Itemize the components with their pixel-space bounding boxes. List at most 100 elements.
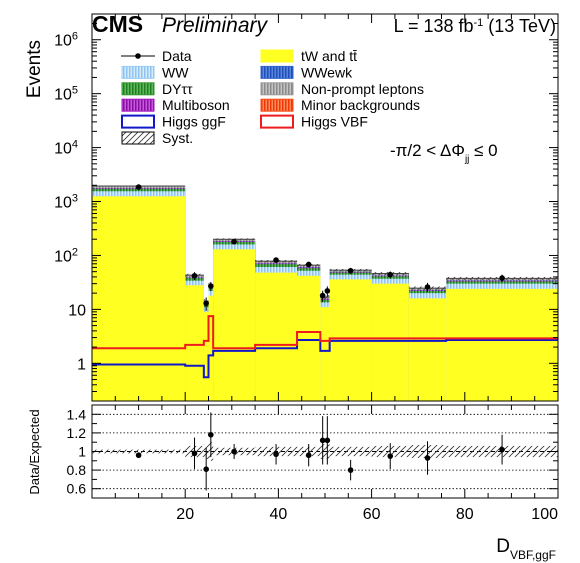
legend-label: DYττ bbox=[162, 81, 193, 97]
bar-top-bin-2 bbox=[203, 311, 209, 401]
data-point-4 bbox=[231, 238, 237, 245]
bar-top-bin-8 bbox=[325, 307, 330, 401]
legend-label: Non-prompt leptons bbox=[301, 81, 424, 97]
ratio-points bbox=[135, 412, 505, 491]
ratio-point-8 bbox=[324, 437, 331, 444]
ratio-syst-bin-9 bbox=[329, 446, 372, 457]
x-axis-title-sub: VBF,ggF bbox=[510, 548, 556, 562]
bar-top-bin-7 bbox=[320, 307, 325, 401]
legend-swatch-dytt bbox=[121, 82, 155, 96]
bar-top-bin-1 bbox=[185, 285, 204, 401]
lumi-suffix: (13 TeV) bbox=[483, 16, 556, 36]
data-point-2 bbox=[203, 300, 209, 307]
signal-lines bbox=[92, 315, 558, 379]
ratio-syst-band bbox=[92, 442, 558, 461]
main-y-tick-exp: 2 bbox=[72, 246, 78, 258]
main-y-tick-base: 1 bbox=[77, 356, 86, 373]
legend-swatch-minor bbox=[260, 98, 294, 112]
region-annotation-sub: jj bbox=[464, 154, 469, 165]
main-y-tick-label-4: 104 bbox=[54, 139, 78, 158]
lumi-label: L = 138 fb-1 (13 TeV) bbox=[394, 16, 556, 36]
bar-top-bin-12 bbox=[446, 288, 558, 401]
main-y-tick-exp: 5 bbox=[72, 85, 78, 97]
bar-top-bin-6 bbox=[297, 275, 321, 401]
legend-swatch-ww bbox=[121, 65, 155, 79]
main-y-tick-base: 10 bbox=[54, 141, 72, 158]
ratio-x-tick-label-4: 100 bbox=[531, 506, 558, 523]
cms-label: CMS bbox=[92, 11, 143, 37]
main-y-tick-label-3: 103 bbox=[54, 193, 78, 212]
legend-swatch-wwewk bbox=[260, 65, 294, 79]
region-annotation-tail: ≤ 0 bbox=[469, 141, 497, 160]
main-y-axis-title: Events bbox=[24, 40, 45, 98]
bar-top-bin-11 bbox=[408, 298, 447, 401]
legend-swatch-top bbox=[260, 49, 294, 63]
ratio-x-tick-label-2: 60 bbox=[363, 506, 381, 523]
signal-line-higgs_vbf bbox=[92, 315, 558, 350]
x-axis-title-main: D bbox=[496, 536, 510, 557]
data-point-3 bbox=[208, 283, 214, 289]
legend-swatch-nonprompt bbox=[260, 82, 294, 96]
main-y-tick-label-6: 106 bbox=[54, 31, 78, 50]
legend-entry-left-2: DYττ bbox=[121, 81, 193, 97]
region-annotation: -π/2 < ΔΦjj ≤ 0 bbox=[390, 141, 498, 165]
legend-entry-left-1: WW bbox=[121, 64, 189, 80]
region-annotation-main: -π/2 < ΔΦ bbox=[390, 141, 465, 160]
data-point-9 bbox=[347, 267, 354, 274]
legend-entry-left-3: Multiboson bbox=[121, 97, 230, 113]
main-y-tick-base: 10 bbox=[68, 302, 86, 319]
main-y-tick-base: 10 bbox=[54, 33, 72, 50]
legend-swatch-higgs_ggf bbox=[121, 114, 155, 129]
bar-top-bin-4 bbox=[213, 249, 256, 401]
data-point-12 bbox=[499, 275, 505, 281]
legend-entry-right-4: Higgs VBF bbox=[260, 114, 368, 130]
legend-label: Higgs VBF bbox=[301, 114, 368, 130]
legend-entry-right-0: tW and tt̄ bbox=[260, 48, 357, 64]
legend-entry-right-3: Minor backgrounds bbox=[260, 97, 420, 113]
data-point-1 bbox=[191, 272, 198, 279]
main-y-tick-exp: 4 bbox=[72, 139, 78, 151]
legend-swatch-multiboson bbox=[121, 98, 155, 112]
ratio-syst-bin-0 bbox=[92, 449, 186, 454]
ratio-y-axis-title: Data/Expected bbox=[27, 409, 42, 494]
ratio-point-10 bbox=[387, 453, 394, 459]
legend-label: Higgs ggF bbox=[162, 114, 226, 130]
ratio-point-12 bbox=[499, 446, 505, 453]
data-point-11 bbox=[424, 284, 431, 290]
ratio-point-0 bbox=[135, 452, 142, 459]
main-y-tick-label-2: 102 bbox=[54, 246, 78, 265]
ratio-point-5 bbox=[273, 451, 279, 458]
ratio-x-tick-label-0: 20 bbox=[176, 506, 194, 523]
legend-entry-right-1: WWewk bbox=[260, 64, 353, 80]
legend-label: WWewk bbox=[301, 64, 353, 80]
legend-label: Syst. bbox=[162, 130, 193, 146]
ratio-point-7 bbox=[319, 437, 326, 444]
data-point-5 bbox=[273, 257, 279, 263]
ratio-y-axis: 0.6 0.8 1 1.2 1.4 bbox=[67, 404, 558, 499]
main-y-tick-base: 10 bbox=[54, 248, 72, 265]
data-point-7 bbox=[319, 292, 326, 299]
ratio-point-1 bbox=[191, 450, 198, 457]
bar-top-bin-0 bbox=[92, 196, 186, 401]
main-y-tick-base: 10 bbox=[54, 195, 72, 212]
signal-line-higgs_ggf bbox=[92, 339, 558, 379]
data-point-6 bbox=[305, 261, 312, 268]
main-y-tick-label-0: 1 bbox=[77, 356, 86, 373]
ratio-y-tick-label-1: 0.8 bbox=[67, 462, 87, 478]
legend-entry-right-2: Non-prompt leptons bbox=[260, 81, 424, 97]
lumi-prefix: L = 138 fb bbox=[394, 16, 474, 36]
legend-label: Minor backgrounds bbox=[301, 97, 420, 113]
data-point-10 bbox=[387, 271, 394, 278]
legend-entry-left-5: Syst. bbox=[121, 130, 193, 146]
main-y-tick-exp: 3 bbox=[72, 193, 78, 205]
x-axis-title: DVBF,ggF bbox=[496, 536, 556, 562]
ratio-point-3 bbox=[208, 431, 214, 438]
ratio-y-tick-label-2: 1 bbox=[78, 444, 86, 460]
preliminary-label: Preliminary bbox=[162, 14, 269, 37]
legend-label: tW and tt̄ bbox=[301, 48, 357, 64]
legend-data-marker bbox=[135, 53, 141, 59]
ratio-y-tick-label-3: 1.2 bbox=[67, 425, 87, 441]
